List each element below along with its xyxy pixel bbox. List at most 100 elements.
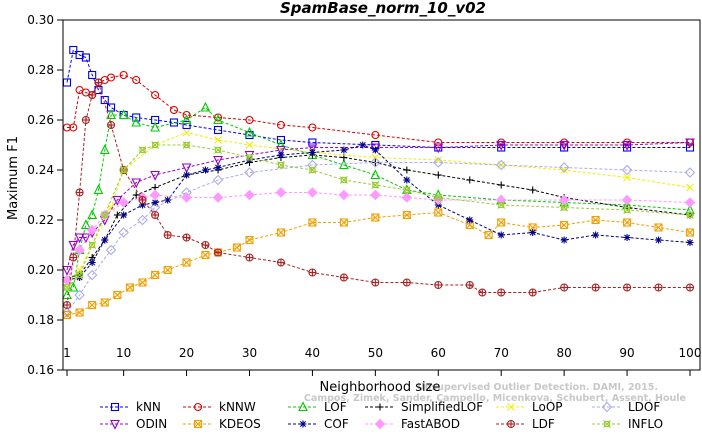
- data-point-ldf: [685, 283, 695, 292]
- data-point-knnw: [132, 75, 141, 85]
- x-tick-label: 10: [116, 346, 131, 360]
- legend-marker-lof: [298, 401, 308, 412]
- data-point-inflo: [214, 146, 222, 154]
- legend-entry-ldof: LDOF: [592, 400, 660, 414]
- series-line-ldof: [66, 162, 691, 313]
- data-point-kdeos: [232, 243, 241, 252]
- legend-marker-fastabod: [374, 418, 386, 430]
- legend-label-simplifiedlof: SimplifiedLOF: [401, 400, 483, 414]
- data-point-kdeos: [484, 230, 493, 240]
- data-point-ldf: [62, 300, 72, 310]
- legend: kNN kNNW LOF SimplifiedLOF LoOP LDOF ODIN KDEOS…: [100, 400, 663, 431]
- data-point-kdeos: [591, 215, 600, 225]
- data-point-fastabod: [684, 197, 696, 208]
- data-point-odin: [181, 163, 192, 174]
- data-point-cof: [623, 234, 631, 241]
- legend-marker-loop: [507, 403, 515, 411]
- data-point-fastabod: [149, 189, 161, 201]
- data-point-knnw: [434, 138, 443, 147]
- data-point-ldof: [621, 164, 633, 176]
- series-line-knnw: [67, 74, 690, 143]
- data-point-loop: [245, 141, 254, 149]
- series-line-fastabod: [66, 192, 691, 281]
- data-point-knnw: [182, 110, 191, 120]
- x-tick-label: 30: [242, 346, 257, 360]
- data-point-inflo: [560, 203, 569, 212]
- data-point-kdeos: [75, 308, 84, 317]
- data-point-inflo: [623, 206, 631, 214]
- data-point-ldf: [478, 288, 487, 297]
- series-odin: [62, 138, 695, 276]
- legend-marker-ldof: [601, 401, 613, 413]
- data-point-loop: [686, 183, 694, 192]
- legend-marker-cof: [299, 420, 307, 428]
- series-line-kdeos: [66, 211, 691, 316]
- legend-marker-knnw: [193, 402, 203, 412]
- data-point-odin: [213, 155, 223, 166]
- data-point-fastabod: [118, 197, 129, 208]
- data-point-odin: [131, 178, 142, 189]
- data-point-ldf: [528, 288, 537, 297]
- legend-entry-inflo: INFLO: [592, 417, 663, 431]
- data-point-cof: [101, 236, 109, 244]
- data-point-cof: [359, 141, 367, 149]
- data-point-kdeos: [88, 300, 97, 310]
- x-tick-label: 70: [494, 346, 509, 360]
- legend-marker-kdeos: [193, 419, 203, 429]
- data-point-ldf: [94, 78, 103, 87]
- data-point-odin: [80, 233, 91, 244]
- series-lof: [62, 101, 695, 300]
- data-point-odin: [559, 140, 570, 151]
- data-point-loop: [214, 136, 222, 144]
- data-point-lof: [93, 184, 104, 195]
- data-point-cof: [277, 151, 285, 159]
- data-point-inflo: [182, 141, 191, 149]
- data-point-cof: [529, 229, 537, 236]
- data-point-kdeos: [308, 218, 317, 227]
- data-point-knn: [276, 135, 286, 145]
- legend-label-ldf: LDF: [532, 417, 555, 431]
- data-point-ldf: [434, 280, 443, 290]
- x-axis-label: Neighborhood size: [320, 380, 441, 395]
- data-point-inflo: [138, 146, 147, 154]
- data-point-inflo: [339, 176, 348, 184]
- data-point-inflo: [75, 271, 84, 279]
- data-point-odin: [496, 140, 507, 151]
- data-point-cof: [214, 164, 222, 171]
- x-tick-label: 80: [557, 346, 572, 360]
- data-point-inflo: [497, 201, 506, 209]
- y-tick-label: 0.22: [27, 213, 54, 227]
- data-point-ldof: [495, 159, 507, 171]
- data-point-cof: [308, 149, 316, 156]
- data-point-ldof: [433, 157, 444, 168]
- data-point-kdeos: [402, 210, 411, 220]
- data-point-lof: [62, 289, 72, 300]
- data-point-knnw: [245, 115, 254, 125]
- data-point-knnw: [107, 73, 116, 82]
- data-point-inflo: [686, 211, 694, 219]
- x-tick-label: 90: [619, 346, 634, 360]
- data-point-ldf: [339, 273, 348, 282]
- legend-entry-cof: COF: [288, 417, 349, 431]
- data-point-cof: [403, 176, 411, 184]
- data-point-knn: [560, 143, 569, 152]
- watermark-line-1: Campos, Zimek, Sander, Campello, Micenko…: [304, 393, 686, 404]
- legend-marker-inflo: [603, 420, 611, 428]
- legend-marker-ldf: [506, 419, 516, 429]
- data-point-odin: [112, 195, 123, 206]
- legend-entry-knn: kNN: [100, 400, 161, 414]
- data-point-ldof: [74, 289, 85, 301]
- data-point-ldf: [213, 248, 223, 257]
- data-point-knn: [75, 50, 84, 60]
- series-line-loop: [66, 131, 691, 283]
- data-point-knn: [308, 138, 317, 147]
- data-point-ldof: [86, 269, 98, 281]
- data-point-ldf: [371, 278, 380, 287]
- data-point-lof: [87, 209, 98, 220]
- data-point-cof: [201, 166, 209, 174]
- data-point-cof: [592, 231, 600, 239]
- y-tick-label: 0.18: [27, 313, 54, 327]
- data-point-fastabod: [338, 189, 350, 201]
- axes-layer: 0.16 0.18 0.20 0.22 0.24 0.26 0.28 0.30 1 10 20 30 4…: [27, 13, 701, 377]
- data-point-knn: [69, 45, 78, 55]
